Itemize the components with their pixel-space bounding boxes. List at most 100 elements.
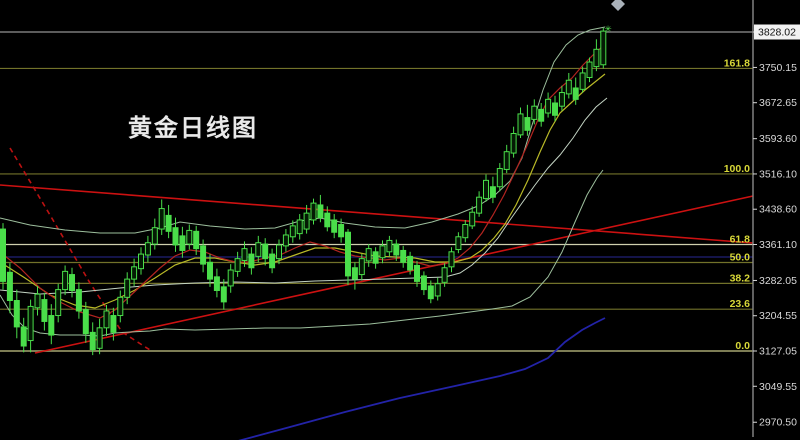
candle-body-down [179, 235, 186, 251]
candle-body-down [372, 251, 379, 264]
axis-price-label: 3361.10 [759, 239, 797, 251]
candle-body-up [365, 248, 372, 262]
candle-body-up [379, 245, 386, 259]
candle-body-up [565, 79, 572, 95]
candle-body-up [255, 242, 262, 257]
candle-body-down [248, 253, 255, 269]
candlesticks [0, 27, 607, 356]
candle-body-up [276, 244, 282, 260]
axis-price-label: 3593.60 [759, 133, 797, 145]
candle-body-down [420, 275, 427, 291]
candle-body-down [524, 117, 531, 131]
axis-price-label: 3516.10 [759, 168, 797, 180]
candle-body-up [510, 132, 517, 154]
candle-body-up [496, 168, 503, 188]
axis-price-label: 3438.60 [759, 204, 797, 216]
candle-body-down [324, 212, 331, 228]
price-axis[interactable]: 3828.02 3750.15 3672.65 3593.60 3516.10 3438.… [752, 0, 800, 437]
candle-body-down [262, 243, 269, 260]
candle-body-down [89, 331, 96, 351]
candle-body-up [96, 327, 103, 349]
candle-body-up [434, 283, 441, 297]
markers: ✳ [604, 0, 625, 34]
bollinger-lower-band [0, 169, 604, 337]
current-price-box [754, 24, 800, 40]
fib-labels: 161.8 100.0 61.8 50.0 38.2 23.6 0.0 [724, 57, 750, 352]
candle-body-up [441, 267, 448, 283]
candle-body-down [75, 289, 82, 312]
fib-label-50.0: 50.0 [730, 251, 751, 263]
candle-body-down [6, 271, 13, 302]
candle-body-up [503, 151, 510, 170]
fib-label-100.0: 100.0 [724, 163, 750, 175]
candle-body-up [138, 253, 144, 270]
candle-body-down [338, 224, 345, 238]
candle-body-up [586, 61, 593, 79]
candle-body-up [296, 219, 303, 235]
candle-body-up [234, 258, 241, 272]
candle-body-down [41, 299, 48, 322]
candle-body-up [241, 248, 248, 261]
current-price-label: 3828.02 [758, 27, 796, 39]
candle-body-up [517, 113, 524, 136]
candle-body-down [0, 228, 6, 282]
candle-body-down [351, 267, 358, 280]
candle-body-down [400, 249, 407, 263]
candle-body-up [62, 270, 69, 291]
candle-body-down [200, 245, 207, 265]
candle-body-up [531, 105, 538, 120]
chart-title: 黄金日线图 [128, 113, 258, 142]
candle-body-up [227, 269, 234, 287]
candle-body-up [358, 258, 365, 276]
candle-body-down [213, 276, 220, 291]
candle-body-up [448, 251, 455, 268]
fib-label-61.8: 61.8 [730, 233, 751, 245]
candle-body-down [331, 219, 338, 233]
candle-body-up [303, 212, 310, 230]
trendlines [0, 147, 754, 354]
axis-price-label: 3750.15 [759, 62, 797, 74]
candle-body-down [82, 309, 89, 335]
fib-label-38.2: 38.2 [730, 272, 751, 284]
candle-body-up [144, 242, 151, 256]
candle-body-up [476, 196, 483, 214]
candle-body-down [172, 227, 179, 246]
candle-body-down [407, 255, 414, 271]
white-ma-line [0, 97, 608, 295]
candle-body-up [289, 225, 296, 238]
trendline-ascending-support [34, 195, 754, 354]
candle-body-down [393, 243, 400, 256]
candle-body-up [282, 234, 289, 247]
candle-body-down [489, 186, 496, 198]
fib-label-23.6: 23.6 [730, 298, 751, 310]
blue-long-ma-line [238, 317, 606, 440]
yellow-ma-line [0, 73, 606, 309]
candle-body-down [110, 315, 117, 333]
candle-body-up [600, 30, 607, 66]
candle-body-up [310, 202, 317, 221]
candle-body-down [269, 253, 276, 269]
axis-price-label: 3127.05 [759, 345, 797, 357]
candle-body-down [13, 300, 20, 328]
candle-body-down [193, 230, 200, 250]
fractal-diamond-icon [611, 0, 625, 11]
axis-price-label: 3282.05 [759, 275, 797, 287]
candle-body-down [220, 286, 227, 303]
candle-body-up [34, 293, 41, 309]
trendline-descending-resistance [0, 184, 754, 244]
candle-body-up [103, 310, 110, 329]
fib-label-161.8: 161.8 [724, 57, 750, 69]
candle-body-down [552, 102, 558, 116]
dashed-trendline [9, 147, 151, 351]
candle-body-down [20, 326, 27, 347]
candle-body-up [158, 208, 165, 230]
candle-body-up [117, 296, 124, 317]
candle-body-up [469, 211, 476, 227]
candle-body-down [165, 214, 172, 232]
candle-body-down [414, 264, 420, 282]
fib-label-0.0: 0.0 [735, 340, 750, 352]
last-candle-star-icon: ✳ [604, 24, 612, 34]
